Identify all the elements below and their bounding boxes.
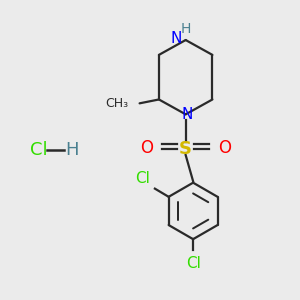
Text: N: N [182, 107, 193, 122]
Text: S: S [179, 140, 192, 158]
Text: N: N [170, 31, 182, 46]
Text: Cl: Cl [30, 141, 47, 159]
Text: O: O [141, 139, 154, 157]
Text: CH₃: CH₃ [106, 97, 129, 110]
Text: Cl: Cl [136, 171, 150, 186]
Text: H: H [65, 141, 79, 159]
Text: Cl: Cl [186, 256, 200, 271]
Text: O: O [218, 139, 231, 157]
Text: H: H [181, 22, 191, 37]
